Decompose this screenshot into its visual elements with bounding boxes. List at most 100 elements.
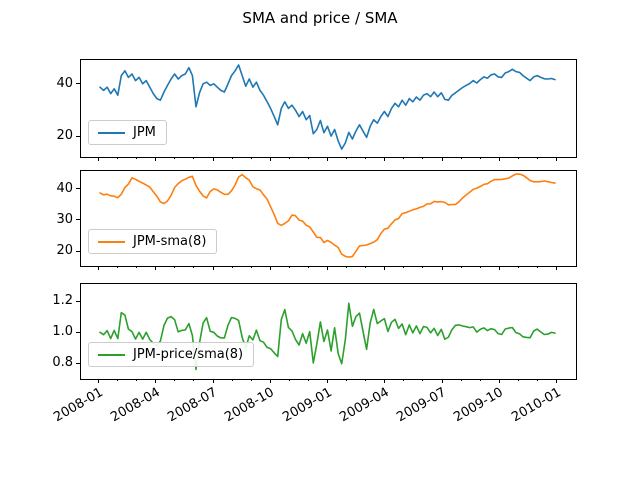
x-tick-major [556,266,557,270]
x-tick-major [212,379,214,383]
y-tick [76,188,80,190]
x-tick-minor [536,157,538,159]
x-tick-minor [422,157,424,159]
x-tick-minor [346,157,348,159]
y-tick [76,331,80,333]
x-tick-major [98,379,99,383]
y-tick-label: 40 [56,75,73,91]
y-tick [76,135,80,137]
x-tick-minor [365,266,367,268]
x-tick-minor [307,157,309,159]
x-tick-minor [174,379,176,381]
x-tick-major [212,266,214,270]
x-tick-minor [479,157,481,159]
x-tick-minor [288,266,290,268]
x-tick-major [98,266,99,270]
x-tick-major [498,266,500,270]
ratio-line [99,302,556,371]
sma-line [99,173,556,258]
x-tick-major [269,379,271,383]
x-tick-minor [231,266,233,268]
x-tick-minor [517,379,519,381]
price-legend: JPM [88,120,167,145]
x-tick-minor [288,157,290,159]
x-tick-minor [250,266,252,268]
x-tick-major [269,266,271,270]
x-tick-minor [346,266,348,268]
x-tick-minor [365,379,367,381]
y-tick-label: 1.2 [52,293,73,309]
price-legend-label: JPM [133,125,156,140]
y-tick-label: 30 [56,211,73,227]
ratio-legend-label: JPM-price/sma(8) [133,347,244,362]
x-tick-minor [517,157,519,159]
x-tick-minor [250,157,252,159]
y-tick-label: 40 [56,180,73,196]
x-tick-minor [288,379,290,381]
sma-subplot: JPM-sma(8) 20 30 40 [56,170,577,270]
x-tick-minor [231,379,233,381]
y-tick [76,219,80,221]
x-tick-minor [250,379,252,381]
x-tick-minor [460,379,462,381]
x-tick-minor [231,157,233,159]
x-tick-label: 2010-01 [508,385,564,426]
x-tick-minor [346,379,348,381]
x-tick-minor [517,266,519,268]
price-polyline [99,64,556,150]
sma-polyline [99,173,556,258]
x-tick-major [155,157,157,161]
price-legend-line-sample [98,131,125,134]
x-tick-minor [460,157,462,159]
x-tick-major [155,266,157,270]
y-tick-label: 20 [56,128,73,144]
x-tick-major [98,157,99,161]
x-tick-minor [174,157,176,159]
price-line [99,64,556,150]
x-tick-major [556,379,557,383]
x-tick-minor [307,266,309,268]
x-tick-label: 2009-10 [451,385,507,426]
x-tick-minor [193,379,195,381]
x-tick-minor [193,157,195,159]
x-tick-major [384,157,386,161]
x-tick-minor [403,157,405,159]
x-tick-label: 2008-01 [50,385,106,426]
x-tick-label: 2008-04 [108,385,163,426]
figure-title: SMA and price / SMA [242,9,398,27]
y-tick-label: 20 [56,243,73,259]
x-tick-minor [422,379,424,381]
x-tick-minor [117,157,119,159]
ratio-legend-line-sample [98,353,125,356]
x-tick-minor [307,379,309,381]
y-tick-label: 0.8 [52,355,73,371]
x-tick-major [441,379,443,383]
sma-legend-label: JPM-sma(8) [133,234,207,249]
x-tick-major [384,266,386,270]
x-tick-minor [136,266,138,268]
price-subplot: JPM 20 40 [56,59,577,161]
x-tick-minor [136,379,138,381]
y-tick [76,362,80,364]
x-tick-minor [460,266,462,268]
x-tick-minor [193,266,195,268]
x-tick-minor [365,157,367,159]
x-tick-minor [403,379,405,381]
ratio-subplot: JPM-price/sma(8) 1.2 1.0 0.8 2008-01 2008-04… [51,283,577,425]
x-tick-minor [136,157,138,159]
x-tick-major [498,157,500,161]
x-tick-minor [117,379,119,381]
x-tick-label: 2009-04 [337,385,392,426]
x-tick-minor [479,266,481,268]
sma-legend: JPM-sma(8) [88,229,218,254]
ratio-legend: JPM-price/sma(8) [88,342,255,367]
x-tick-label: 2008-07 [165,385,220,426]
y-tick-label: 1.0 [52,324,73,340]
x-tick-minor [403,266,405,268]
x-tick-major [269,157,271,161]
x-tick-major [327,379,328,383]
x-tick-label: 2008-10 [222,385,278,426]
x-tick-major [556,157,557,161]
y-tick [76,250,80,252]
